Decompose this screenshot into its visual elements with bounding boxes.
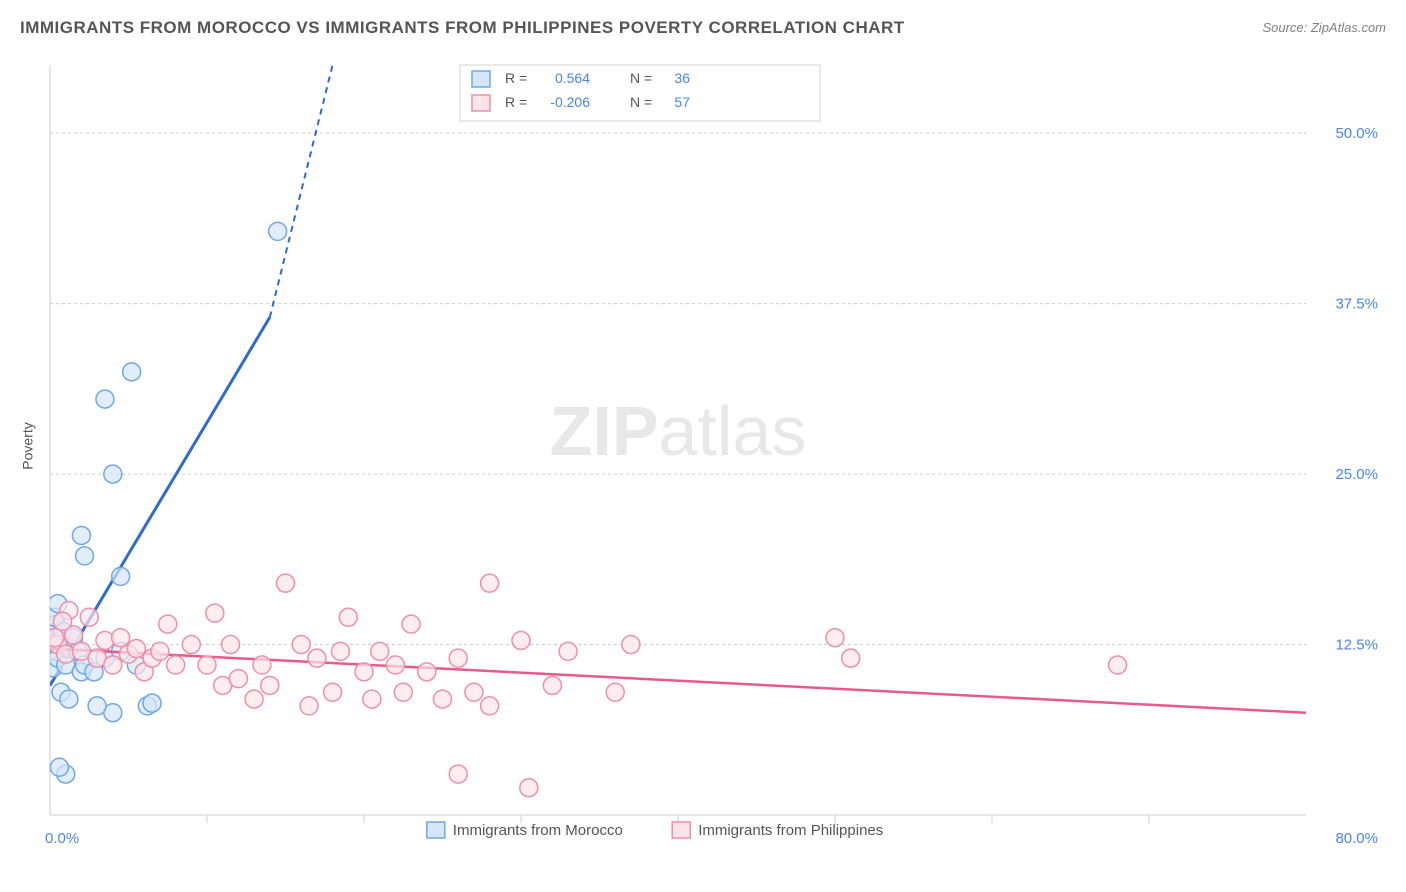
data-point	[143, 694, 161, 712]
data-point	[355, 663, 373, 681]
data-point	[842, 649, 860, 667]
legend-n-label: N =	[630, 70, 652, 86]
data-point	[253, 656, 271, 674]
legend-n-value: 36	[674, 70, 690, 86]
data-point	[269, 222, 287, 240]
data-point	[167, 656, 185, 674]
x-max-label: 80.0%	[1335, 830, 1378, 847]
data-point	[151, 642, 169, 660]
data-point	[277, 574, 295, 592]
series-philippines	[46, 574, 1306, 797]
data-point	[112, 629, 130, 647]
data-point	[339, 608, 357, 626]
data-point	[481, 697, 499, 715]
legend-r-value: 0.564	[555, 70, 590, 86]
data-point	[386, 656, 404, 674]
data-point	[222, 636, 240, 654]
data-point	[465, 683, 483, 701]
series-morocco	[44, 65, 332, 783]
data-point	[88, 697, 106, 715]
data-point	[96, 390, 114, 408]
data-point	[543, 676, 561, 694]
data-point	[606, 683, 624, 701]
data-point	[292, 636, 310, 654]
data-point	[449, 649, 467, 667]
data-point	[80, 608, 98, 626]
data-point	[394, 683, 412, 701]
data-point	[127, 640, 145, 658]
legend-r-label: R =	[505, 70, 527, 86]
watermark: ZIPatlas	[550, 392, 807, 470]
data-point	[46, 629, 64, 647]
bottom-legend-label: Immigrants from Philippines	[698, 822, 883, 839]
data-point	[512, 631, 530, 649]
data-point	[76, 547, 94, 565]
y-tick-label: 12.5%	[1335, 637, 1378, 654]
data-point	[402, 615, 420, 633]
data-point	[198, 656, 216, 674]
y-tick-label: 37.5%	[1335, 296, 1378, 313]
correlation-chart: 12.5% 25.0% 37.5% 50.0% ZIPatlas 0.0% 80.0% R =…	[40, 55, 1386, 875]
data-point	[229, 670, 247, 688]
bottom-legend-label: Immigrants from Morocco	[453, 822, 623, 839]
chart-title: IMMIGRANTS FROM MOROCCO VS IMMIGRANTS FR…	[20, 18, 905, 38]
data-point	[371, 642, 389, 660]
data-point	[57, 645, 75, 663]
legend-r-label: R =	[505, 94, 527, 110]
data-point	[261, 676, 279, 694]
data-point	[206, 604, 224, 622]
data-point	[159, 615, 177, 633]
data-point	[112, 567, 130, 585]
bottom-legend-swatch-philippines	[672, 822, 690, 838]
data-point	[300, 697, 318, 715]
bottom-legend-swatch-morocco	[427, 822, 445, 838]
data-point	[104, 465, 122, 483]
legend-n-label: N =	[630, 94, 652, 110]
x-origin-label: 0.0%	[45, 830, 79, 847]
source-attribution: Source: ZipAtlas.com	[1262, 20, 1386, 35]
data-point	[363, 690, 381, 708]
data-point	[50, 758, 68, 776]
y-tick-label: 50.0%	[1335, 125, 1378, 142]
legend-swatch-philippines	[472, 95, 490, 111]
data-point	[481, 574, 499, 592]
data-point	[60, 690, 78, 708]
data-point	[559, 642, 577, 660]
data-point	[434, 690, 452, 708]
data-point	[96, 631, 114, 649]
correlation-legend: R = 0.564 N = 36 R = -0.206 N = 57	[460, 65, 820, 121]
data-point	[826, 629, 844, 647]
data-point	[182, 636, 200, 654]
data-point	[72, 526, 90, 544]
data-point	[104, 656, 122, 674]
data-point	[1109, 656, 1127, 674]
data-point	[331, 642, 349, 660]
data-point	[245, 690, 263, 708]
data-point	[54, 612, 72, 630]
y-tick-label: 25.0%	[1335, 466, 1378, 483]
data-point	[520, 779, 538, 797]
data-point	[418, 663, 436, 681]
legend-swatch-morocco	[472, 71, 490, 87]
data-point	[324, 683, 342, 701]
legend-n-value: 57	[674, 94, 690, 110]
data-point	[123, 363, 141, 381]
y-axis-label: Poverty	[20, 422, 36, 469]
data-point	[622, 636, 640, 654]
legend-r-value: -0.206	[550, 94, 590, 110]
data-point	[449, 765, 467, 783]
data-point	[308, 649, 326, 667]
